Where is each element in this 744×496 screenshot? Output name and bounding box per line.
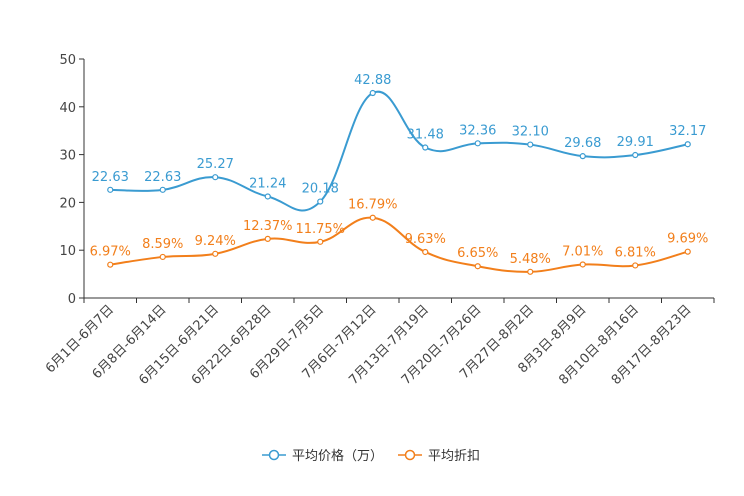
data-label: 25.27	[197, 157, 234, 172]
y-tick-label: 30	[59, 149, 76, 164]
y-tick-label: 50	[59, 53, 76, 68]
data-label: 11.75%	[295, 222, 345, 237]
data-label: 32.17	[669, 124, 706, 139]
data-point[interactable]	[684, 141, 691, 148]
data-label: 7.01%	[562, 244, 603, 259]
data-point[interactable]	[369, 214, 376, 221]
data-point[interactable]	[264, 235, 271, 242]
data-label: 32.36	[459, 123, 496, 138]
axes: 010203040506月1日-6月7日6月8日-6月14日6月15日-6月21…	[43, 53, 715, 388]
legend[interactable]: 平均价格（万） 平均折扣	[262, 448, 480, 464]
data-point[interactable]	[474, 263, 481, 270]
data-point[interactable]	[422, 248, 429, 256]
data-point[interactable]	[159, 186, 166, 193]
series-avg-discount: 6.97% 8.59% 9.24% 12.37% 11.75%16.79% 9.63% 6.…	[90, 198, 708, 275]
legend-label: 平均价格（万）	[292, 448, 383, 464]
data-point[interactable]	[264, 193, 271, 200]
data-point[interactable]	[684, 248, 691, 255]
data-point[interactable]	[369, 89, 376, 97]
y-tick-label: 0	[68, 292, 76, 307]
legend-item-avg-discount[interactable]: 平均折扣	[398, 449, 480, 464]
data-label: 8.59%	[142, 237, 183, 252]
data-label: 16.79%	[348, 198, 398, 213]
data-point[interactable]	[579, 153, 586, 160]
data-label: 22.63	[92, 170, 129, 185]
data-label: 21.24	[249, 176, 286, 191]
data-point[interactable]	[632, 151, 639, 159]
y-tick-label: 20	[59, 196, 76, 211]
data-label: 6.97%	[90, 245, 131, 260]
data-label: 31.48	[407, 128, 444, 143]
data-point[interactable]	[474, 140, 481, 147]
data-point[interactable]	[317, 198, 324, 205]
data-label: 29.68	[564, 136, 601, 151]
data-label: 42.88	[354, 73, 391, 88]
legend-marker-icon	[404, 449, 416, 461]
data-point[interactable]	[579, 261, 586, 268]
data-label: 9.63%	[405, 232, 446, 247]
data-point[interactable]	[317, 238, 324, 245]
data-point[interactable]	[107, 186, 114, 193]
data-point[interactable]	[212, 174, 219, 181]
y-tick-label: 10	[59, 244, 76, 259]
data-point[interactable]	[212, 250, 219, 257]
data-label: 5.48%	[510, 252, 551, 267]
series-avg-price: 22.63 22.63 25.27 21.24 20.18 42.88 31.48 32.36…	[92, 73, 706, 212]
data-label: 22.63	[144, 170, 181, 185]
data-point[interactable]	[632, 262, 639, 269]
data-label: 29.91	[617, 135, 654, 150]
data-label: 9.69%	[667, 232, 708, 247]
data-point[interactable]	[527, 141, 534, 148]
legend-item-avg-price[interactable]: 平均价格（万）	[262, 448, 383, 464]
y-tick-label: 40	[59, 101, 76, 116]
data-label: 9.24%	[195, 234, 236, 249]
data-point[interactable]	[422, 144, 429, 151]
data-label: 20.18	[302, 182, 339, 197]
data-point[interactable]	[527, 268, 534, 275]
data-point[interactable]	[107, 261, 114, 268]
series-layer: 22.63 22.63 25.27 21.24 20.18 42.88 31.48 32.36…	[90, 73, 708, 275]
data-label: 6.81%	[615, 245, 656, 260]
data-label: 6.65%	[457, 246, 498, 261]
legend-label: 平均折扣	[428, 449, 480, 464]
data-label: 12.37%	[243, 219, 293, 234]
data-label: 32.10	[512, 125, 549, 140]
legend-marker-icon	[268, 449, 280, 461]
data-point[interactable]	[159, 253, 166, 261]
